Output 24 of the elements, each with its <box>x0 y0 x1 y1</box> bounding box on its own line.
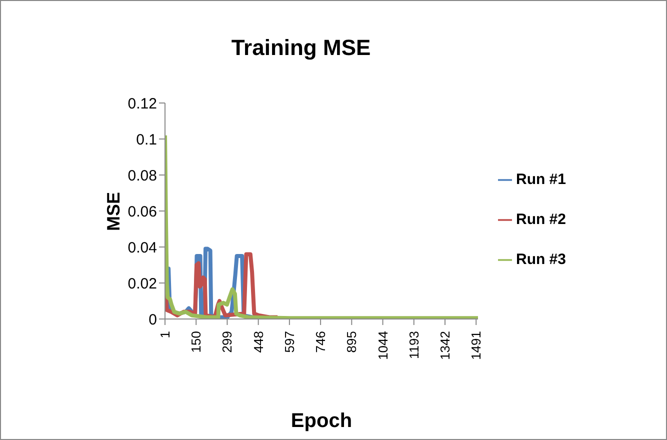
x-tick-label: 1044 <box>375 331 390 360</box>
y-tick-label: 0.12 <box>128 95 157 112</box>
x-tick-label: 1491 <box>468 331 484 360</box>
y-tick-label: 0 <box>148 311 157 328</box>
x-tick-label: 448 <box>250 331 266 353</box>
y-tick-label: 0.04 <box>128 239 157 256</box>
chart-title: Training MSE <box>230 35 372 61</box>
x-tick-label: 597 <box>282 331 297 353</box>
x-tick-label: 299 <box>220 331 235 353</box>
y-tick-label: 0.06 <box>128 203 157 220</box>
x-tick-label: 1 <box>158 331 172 338</box>
x-tick-label: 150 <box>188 331 204 353</box>
x-tick-label: 1342 <box>437 331 452 360</box>
legend-label: Run #1 <box>516 171 566 188</box>
y-axis-title: MSE <box>103 192 124 231</box>
y-tick-label: 0.1 <box>136 131 157 148</box>
legend-label: Run #3 <box>516 251 566 268</box>
y-tick-label: 0.02 <box>128 275 157 292</box>
x-tick-label: 746 <box>313 331 328 353</box>
x-tick-label: 1193 <box>406 331 422 359</box>
x-axis-title: Epoch <box>290 410 352 432</box>
y-tick-label: 0.08 <box>128 167 157 184</box>
legend-label: Run #2 <box>516 211 566 228</box>
x-tick-label: 895 <box>344 331 360 353</box>
